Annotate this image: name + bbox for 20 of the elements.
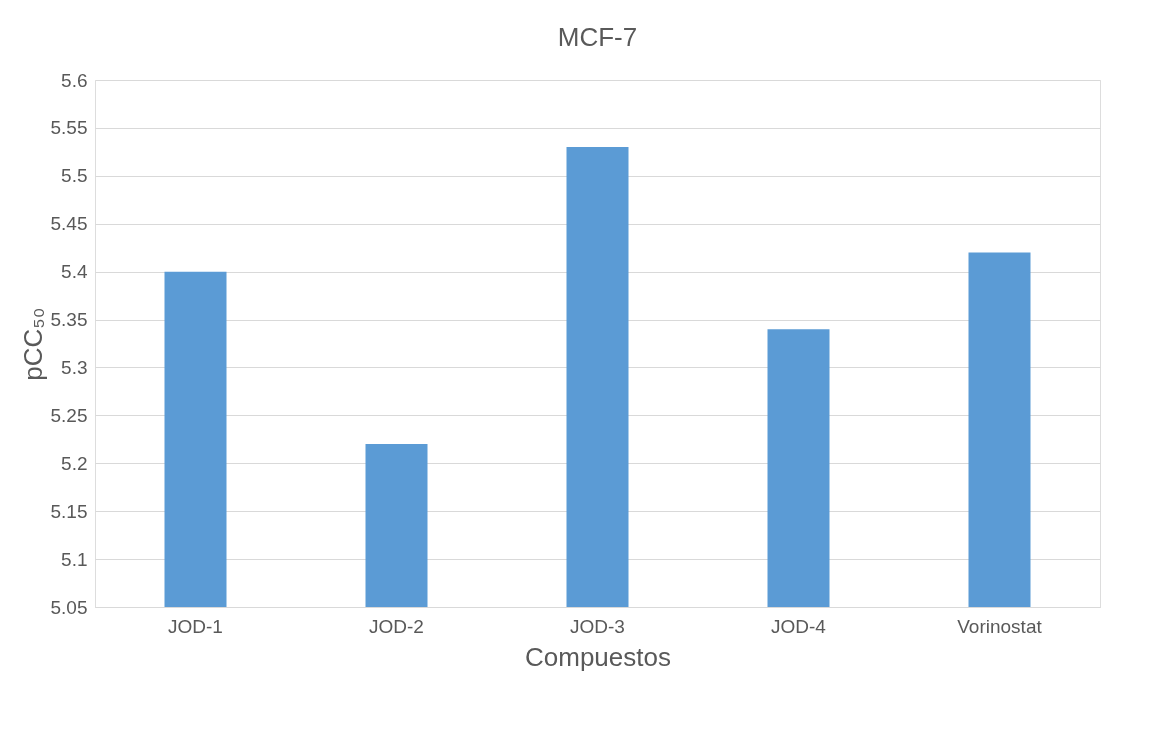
y-tick-label: 5.35 <box>50 309 88 331</box>
x-tick-label: JOD-1 <box>168 615 223 637</box>
y-tick-label: 5.25 <box>50 404 88 426</box>
x-tick-label: Vorinostat <box>957 615 1043 637</box>
x-tick-label: JOD-4 <box>771 615 827 637</box>
y-tick-label: 5.1 <box>61 548 88 570</box>
y-tick-label: 5.2 <box>61 452 88 474</box>
x-tick-label: JOD-2 <box>369 615 424 637</box>
y-tick-label: 5.3 <box>61 356 88 378</box>
y-tick-label: 5.45 <box>50 213 88 235</box>
chart-title: MCF-7 <box>557 22 638 52</box>
x-tick-label: JOD-3 <box>570 615 625 637</box>
y-tick-label: 5.5 <box>61 165 88 187</box>
y-tick-label: 5.4 <box>61 261 88 283</box>
y-tick-label: 5.6 <box>61 69 88 91</box>
y-axis-title: pCC₅₀ <box>17 307 48 381</box>
y-tick-label: 5.15 <box>50 500 88 522</box>
x-axis-title: Compuestos <box>525 641 671 672</box>
y-tick-label: 5.05 <box>50 596 88 618</box>
y-tick-label: 5.55 <box>50 117 88 139</box>
